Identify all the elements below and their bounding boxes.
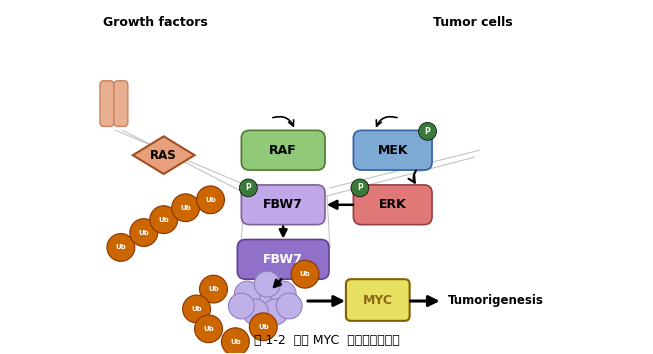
Text: Ub: Ub bbox=[116, 245, 126, 250]
Circle shape bbox=[276, 293, 302, 319]
Circle shape bbox=[254, 271, 280, 297]
Circle shape bbox=[150, 206, 178, 234]
Text: P: P bbox=[357, 183, 362, 193]
Text: Ub: Ub bbox=[208, 286, 219, 292]
Circle shape bbox=[240, 179, 257, 197]
Polygon shape bbox=[133, 136, 195, 174]
Circle shape bbox=[200, 275, 227, 303]
Text: Ub: Ub bbox=[205, 197, 216, 203]
Text: Tumorigenesis: Tumorigenesis bbox=[447, 293, 543, 307]
Circle shape bbox=[172, 194, 200, 222]
Circle shape bbox=[234, 281, 261, 307]
FancyArrowPatch shape bbox=[376, 117, 397, 126]
Text: P: P bbox=[246, 183, 251, 193]
FancyArrowPatch shape bbox=[273, 117, 294, 126]
Text: Growth factors: Growth factors bbox=[103, 16, 208, 29]
FancyBboxPatch shape bbox=[238, 240, 329, 279]
Text: FBW7: FBW7 bbox=[263, 198, 303, 211]
Text: RAF: RAF bbox=[269, 144, 297, 157]
Text: Ub: Ub bbox=[138, 229, 149, 235]
Text: FBW7: FBW7 bbox=[263, 253, 303, 266]
Text: MEK: MEK bbox=[377, 144, 408, 157]
Text: RAS: RAS bbox=[150, 149, 177, 162]
Circle shape bbox=[419, 122, 436, 140]
Text: P: P bbox=[424, 127, 430, 136]
Circle shape bbox=[263, 299, 288, 325]
Text: Ub: Ub bbox=[203, 326, 214, 332]
Circle shape bbox=[130, 219, 158, 246]
FancyArrowPatch shape bbox=[409, 170, 416, 183]
FancyBboxPatch shape bbox=[242, 185, 325, 225]
FancyBboxPatch shape bbox=[346, 279, 409, 321]
Circle shape bbox=[183, 295, 210, 323]
Text: Tumor cells: Tumor cells bbox=[432, 16, 512, 29]
Circle shape bbox=[249, 313, 278, 341]
FancyBboxPatch shape bbox=[114, 81, 128, 126]
Text: ERK: ERK bbox=[379, 198, 407, 211]
Text: Ub: Ub bbox=[191, 306, 202, 312]
Text: Ub: Ub bbox=[230, 339, 241, 345]
Text: Ub: Ub bbox=[158, 217, 169, 223]
Circle shape bbox=[197, 186, 225, 214]
FancyBboxPatch shape bbox=[100, 81, 114, 126]
Circle shape bbox=[221, 328, 249, 354]
FancyBboxPatch shape bbox=[242, 130, 325, 170]
Text: Ub: Ub bbox=[180, 205, 191, 211]
Text: 图 1-2  调节 MYC  基因的信号通路: 图 1-2 调节 MYC 基因的信号通路 bbox=[254, 334, 400, 347]
Circle shape bbox=[229, 293, 254, 319]
Circle shape bbox=[252, 289, 278, 315]
Circle shape bbox=[195, 315, 223, 343]
FancyBboxPatch shape bbox=[353, 130, 432, 170]
Circle shape bbox=[270, 281, 296, 307]
Circle shape bbox=[351, 179, 369, 197]
Circle shape bbox=[107, 234, 135, 261]
Text: Ub: Ub bbox=[258, 324, 268, 330]
Text: Ub: Ub bbox=[300, 271, 310, 277]
Text: MYC: MYC bbox=[363, 293, 393, 307]
Circle shape bbox=[242, 299, 268, 325]
Circle shape bbox=[291, 260, 319, 288]
FancyBboxPatch shape bbox=[353, 185, 432, 225]
